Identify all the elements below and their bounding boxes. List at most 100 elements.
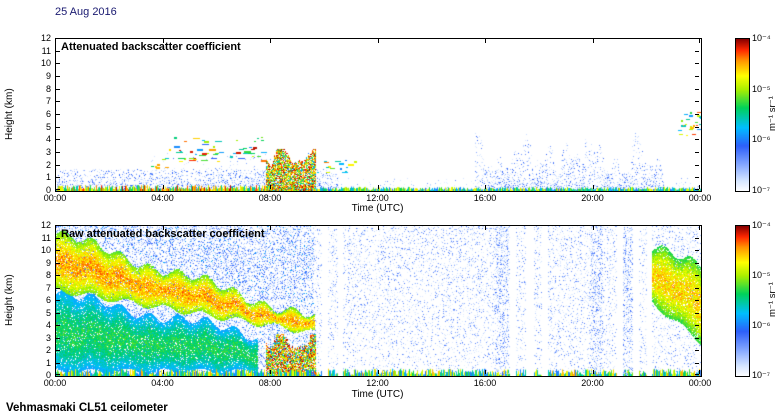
y-tick-mark: [56, 76, 60, 77]
y-tick-mark: [695, 114, 699, 115]
raw-backscatter-heatmap: [56, 226, 701, 376]
x-tick-mark: [55, 370, 56, 374]
y-tick-mark: [56, 250, 60, 251]
x-tick-mark: [485, 185, 486, 189]
x-axis-label-top: Time (UTC): [351, 203, 404, 214]
y-tick-mark: [695, 312, 699, 314]
y-tick-mark: [695, 337, 699, 339]
y-tick-mark: [56, 114, 60, 115]
y-tick-label: 12: [40, 220, 51, 230]
colorbar-tick-label: 10⁻⁷: [752, 185, 771, 195]
x-tick-mark: [699, 370, 700, 374]
y-tick-label: 3: [45, 332, 51, 343]
colorbar-tick-label: 10⁻⁵: [752, 270, 771, 280]
colorbar-tick-label: 10⁻⁷: [752, 370, 771, 380]
x-tick-label: 16:00: [473, 193, 497, 203]
x-tick-mark: [592, 185, 594, 189]
y-tick-mark: [56, 189, 60, 190]
y-tick-mark: [695, 350, 699, 351]
x-tick-mark: [162, 185, 164, 189]
x-tick-label: 00:00: [43, 378, 67, 388]
y-tick-mark: [56, 237, 60, 239]
x-tick-mark: [377, 370, 379, 374]
x-tick-label: 00:00: [688, 378, 712, 388]
attenuated-backscatter-panel: Attenuated backscatter coefficient: [55, 38, 702, 192]
x-tick-mark: [270, 185, 271, 189]
y-tick-mark: [56, 287, 60, 289]
y-tick-mark: [695, 362, 699, 364]
x-tick-label: 04:00: [151, 193, 174, 203]
x-tick-mark: [162, 226, 164, 230]
y-tick-mark: [56, 337, 60, 339]
colorbar-tick-label: 10⁻⁶: [752, 134, 771, 145]
colorbar-top: [735, 38, 750, 192]
x-tick-label: 12:00: [366, 378, 389, 388]
colorbar-tick-label: 10⁻⁴: [752, 33, 771, 43]
colorbar-tick-label: 10⁻⁵: [752, 83, 771, 94]
x-tick-mark: [55, 226, 56, 230]
y-tick-mark: [695, 50, 699, 52]
x-tick-mark: [592, 226, 594, 230]
y-tick-label: 10: [40, 245, 51, 255]
x-tick-mark: [162, 39, 164, 43]
y-tick-mark: [695, 250, 699, 251]
x-tick-mark: [377, 226, 379, 230]
x-tick-mark: [699, 185, 700, 189]
x-tick-label: 00:00: [688, 193, 712, 203]
y-tick-mark: [695, 139, 699, 141]
x-tick-label: 04:00: [151, 378, 174, 388]
y-tick-mark: [56, 325, 60, 326]
y-tick-mark: [56, 152, 60, 153]
x-tick-mark: [485, 39, 486, 43]
y-tick-mark: [56, 225, 60, 226]
y-tick-mark: [695, 262, 699, 264]
y-tick-mark: [56, 88, 60, 90]
y-tick-label: 9: [45, 257, 51, 268]
y-tick-mark: [56, 126, 60, 128]
x-tick-label: 00:00: [43, 193, 67, 203]
y-tick-mark: [56, 139, 60, 141]
y-tick-label: 1: [45, 357, 51, 368]
y-tick-label: 12: [40, 33, 51, 43]
panel-title-raw: Raw attenuated backscatter coefficient: [61, 228, 265, 240]
y-tick-label: 3: [45, 147, 51, 157]
x-axis-label-bottom: Time (UTC): [351, 389, 404, 400]
y-tick-mark: [56, 374, 60, 375]
colorbar-gradient-top: [736, 39, 749, 191]
x-tick-label: 16:00: [473, 378, 497, 388]
y-tick-mark: [695, 325, 699, 326]
y-tick-mark: [695, 76, 699, 77]
x-tick-label: 12:00: [366, 193, 389, 203]
y-tick-mark: [56, 300, 60, 301]
x-tick-mark: [592, 39, 594, 43]
colorbar-tick-label: 10⁻⁴: [752, 220, 771, 230]
x-tick-mark: [377, 185, 379, 189]
y-tick-label: 2: [45, 345, 51, 355]
y-tick-label: 9: [45, 71, 51, 81]
y-tick-mark: [695, 164, 699, 166]
y-tick-label: 5: [45, 307, 51, 318]
y-tick-label: 4: [45, 320, 51, 330]
x-tick-mark: [270, 226, 271, 230]
y-tick-label: 5: [45, 121, 51, 132]
panel-title-attenuated: Attenuated backscatter coefficient: [61, 41, 241, 53]
y-tick-label: 1: [45, 172, 51, 183]
y-tick-mark: [695, 300, 699, 301]
x-tick-mark: [485, 370, 486, 374]
y-tick-mark: [56, 177, 60, 179]
colorbar-gradient-bottom: [736, 226, 749, 376]
y-tick-label: 7: [45, 282, 51, 293]
y-tick-label: 0: [45, 370, 51, 380]
y-tick-label: 6: [45, 109, 51, 119]
y-tick-label: 2: [45, 159, 51, 170]
y-tick-mark: [695, 237, 699, 239]
y-tick-mark: [695, 177, 699, 179]
y-tick-mark: [695, 287, 699, 289]
x-tick-mark: [270, 39, 271, 43]
y-tick-label: 0: [45, 185, 51, 195]
y-tick-mark: [695, 126, 699, 128]
x-tick-mark: [377, 39, 379, 43]
y-tick-label: 10: [40, 58, 51, 69]
x-tick-mark: [699, 226, 700, 230]
y-tick-mark: [56, 63, 60, 65]
